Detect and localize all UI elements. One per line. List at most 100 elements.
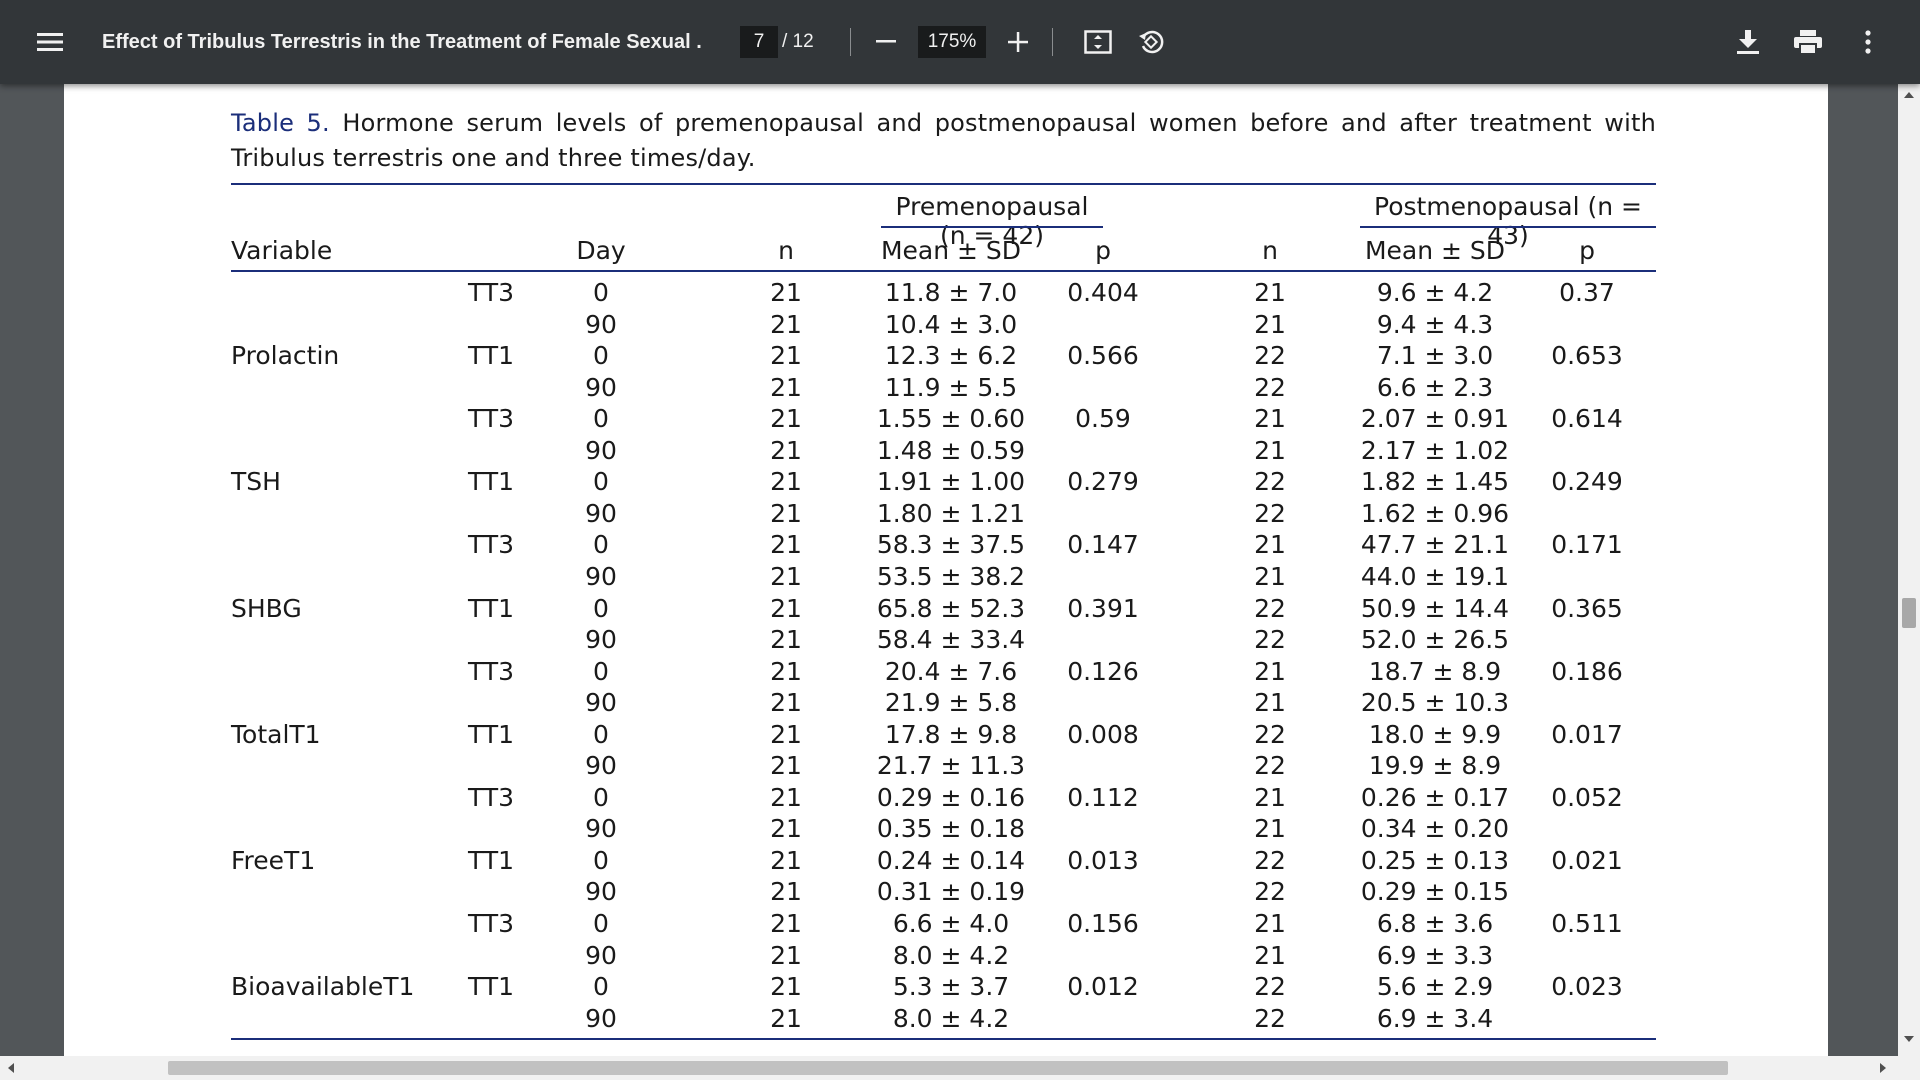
cell-n-pre: 21 bbox=[770, 561, 802, 591]
vertical-scroll-thumb[interactable] bbox=[1902, 598, 1916, 628]
cell-n-post: 21 bbox=[1254, 814, 1286, 844]
menu-icon[interactable] bbox=[24, 0, 76, 84]
cell-n-post: 21 bbox=[1254, 309, 1286, 339]
cell-n-pre: 21 bbox=[770, 656, 802, 686]
header-n-pre: n bbox=[778, 236, 794, 265]
cell-p-post: 0.249 bbox=[1551, 467, 1623, 497]
cell-p-post: 0.37 bbox=[1559, 278, 1615, 307]
cell-n-post: 21 bbox=[1254, 435, 1286, 465]
cell-treatment: TT1 bbox=[467, 972, 514, 1002]
cell-day: 90 bbox=[585, 688, 617, 718]
scroll-left-icon[interactable] bbox=[8, 1063, 14, 1073]
cell-mean-post: 5.6 ± 2.9 bbox=[1376, 972, 1494, 1002]
table-label: Table 5. bbox=[231, 109, 330, 137]
cell-variable: BioavailableT1 bbox=[231, 972, 415, 1002]
cell-p-post: 0.017 bbox=[1551, 719, 1623, 749]
cell-mean-pre: 53.5 ± 38.2 bbox=[876, 561, 1026, 591]
cell-n-pre: 21 bbox=[770, 751, 802, 781]
print-icon[interactable] bbox=[1782, 0, 1834, 84]
cell-n-post: 22 bbox=[1254, 845, 1286, 875]
header-n-post: n bbox=[1262, 236, 1278, 265]
more-options-icon[interactable] bbox=[1842, 0, 1894, 84]
cell-n-pre: 21 bbox=[770, 593, 802, 623]
cell-n-pre: 21 bbox=[770, 372, 802, 402]
cell-n-post: 21 bbox=[1254, 561, 1286, 591]
cell-p-pre: 0.147 bbox=[1067, 530, 1139, 560]
group-premenopausal-rule bbox=[881, 226, 1103, 228]
cell-mean-post: 18.0 ± 9.9 bbox=[1368, 719, 1502, 749]
cell-n-pre: 21 bbox=[770, 530, 802, 560]
cell-n-pre: 21 bbox=[770, 814, 802, 844]
cell-mean-post: 0.34 ± 0.20 bbox=[1360, 814, 1510, 844]
cell-mean-pre: 6.6 ± 4.0 bbox=[892, 909, 1010, 938]
cell-mean-pre: 1.55 ± 0.60 bbox=[876, 404, 1026, 434]
header-p-post: p bbox=[1579, 236, 1595, 265]
cell-n-pre: 21 bbox=[770, 845, 802, 875]
cell-n-post: 22 bbox=[1254, 625, 1286, 655]
cell-mean-post: 6.9 ± 3.3 bbox=[1376, 940, 1494, 970]
cell-n-post: 21 bbox=[1254, 940, 1286, 970]
cell-n-post: 22 bbox=[1254, 1003, 1286, 1033]
cell-n-post: 21 bbox=[1254, 782, 1286, 812]
horizontal-scrollbar[interactable] bbox=[0, 1056, 1920, 1080]
vertical-scrollbar[interactable] bbox=[1898, 84, 1920, 1060]
cell-mean-post: 0.29 ± 0.15 bbox=[1360, 877, 1510, 907]
header-variable: Variable bbox=[231, 236, 333, 265]
cell-n-pre: 21 bbox=[770, 341, 802, 371]
cell-mean-pre: 65.8 ± 52.3 bbox=[876, 593, 1026, 623]
horizontal-scroll-thumb[interactable] bbox=[168, 1061, 1728, 1075]
scroll-right-icon[interactable] bbox=[1880, 1063, 1886, 1073]
cell-n-pre: 21 bbox=[770, 435, 802, 465]
group-premenopausal: Premenopausal (n = 42) bbox=[895, 192, 1089, 250]
cell-p-post: 0.052 bbox=[1551, 782, 1623, 812]
cell-day: 90 bbox=[585, 561, 617, 591]
cell-p-post: 0.023 bbox=[1551, 972, 1623, 1002]
cell-mean-post: 47.7 ± 21.1 bbox=[1360, 530, 1510, 560]
download-icon[interactable] bbox=[1722, 0, 1774, 84]
cell-n-pre: 21 bbox=[770, 404, 802, 434]
cell-n-post: 21 bbox=[1254, 656, 1286, 686]
zoom-out-icon[interactable] bbox=[860, 0, 912, 84]
cell-p-pre: 0.391 bbox=[1067, 593, 1139, 623]
cell-n-post: 22 bbox=[1254, 498, 1286, 528]
cell-n-pre: 21 bbox=[770, 782, 802, 812]
cell-n-post: 22 bbox=[1254, 972, 1286, 1002]
table-caption: Table 5. Hormone serum levels of premeno… bbox=[231, 106, 1656, 176]
cell-treatment: TT1 bbox=[467, 593, 514, 623]
cell-p-pre: 0.126 bbox=[1067, 656, 1139, 686]
cell-mean-post: 18.7 ± 8.9 bbox=[1368, 656, 1502, 686]
cell-mean-pre: 10.4 ± 3.0 bbox=[884, 309, 1018, 339]
cell-p-pre: 0.404 bbox=[1067, 278, 1139, 307]
cell-day: 90 bbox=[585, 435, 617, 465]
page-number-input[interactable]: 7 bbox=[740, 26, 778, 58]
cell-p-pre: 0.279 bbox=[1067, 467, 1139, 497]
scroll-down-icon[interactable] bbox=[1904, 1036, 1914, 1042]
cell-treatment: TT3 bbox=[467, 278, 514, 307]
cell-day: 0 bbox=[593, 278, 609, 307]
cell-mean-post: 1.62 ± 0.96 bbox=[1360, 498, 1510, 528]
cell-variable: TotalT1 bbox=[231, 719, 321, 749]
scroll-up-icon[interactable] bbox=[1904, 92, 1914, 98]
cell-p-pre: 0.156 bbox=[1067, 909, 1139, 938]
cell-day: 90 bbox=[585, 751, 617, 781]
zoom-in-icon[interactable] bbox=[992, 0, 1044, 84]
cell-mean-pre: 0.31 ± 0.19 bbox=[876, 877, 1026, 907]
cell-mean-post: 6.9 ± 3.4 bbox=[1376, 1003, 1494, 1033]
cell-n-post: 21 bbox=[1254, 278, 1286, 307]
cell-mean-post: 50.9 ± 14.4 bbox=[1360, 593, 1510, 623]
cell-mean-pre: 58.4 ± 33.4 bbox=[876, 625, 1026, 655]
header-mean-pre: Mean ± SD bbox=[880, 236, 1022, 265]
cell-n-post: 21 bbox=[1254, 909, 1286, 938]
cell-mean-pre: 21.7 ± 11.3 bbox=[876, 751, 1026, 781]
cell-day: 0 bbox=[593, 845, 609, 875]
rotate-icon[interactable] bbox=[1125, 0, 1177, 84]
fit-page-icon[interactable] bbox=[1072, 0, 1124, 84]
cell-mean-pre: 17.8 ± 9.8 bbox=[884, 719, 1018, 749]
cell-mean-post: 2.07 ± 0.91 bbox=[1360, 404, 1510, 434]
cell-mean-pre: 0.29 ± 0.16 bbox=[876, 782, 1026, 812]
cell-n-pre: 21 bbox=[770, 877, 802, 907]
cell-p-post: 0.365 bbox=[1551, 593, 1623, 623]
zoom-level-input[interactable]: 175% bbox=[918, 26, 986, 58]
header-p-pre: p bbox=[1095, 236, 1111, 265]
cell-mean-pre: 11.8 ± 7.0 bbox=[884, 278, 1018, 307]
